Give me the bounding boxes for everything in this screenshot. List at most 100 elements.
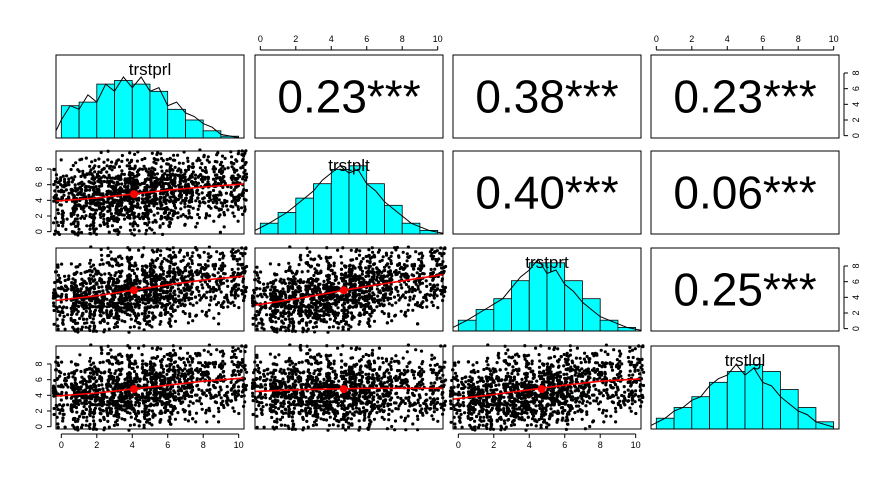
data-point bbox=[412, 294, 416, 298]
data-point bbox=[117, 301, 121, 305]
data-point bbox=[76, 327, 80, 331]
data-point bbox=[128, 167, 132, 171]
data-point bbox=[172, 203, 176, 207]
data-point bbox=[183, 202, 187, 206]
data-point bbox=[102, 166, 106, 170]
data-point bbox=[220, 266, 224, 270]
data-point bbox=[417, 252, 421, 256]
data-point bbox=[123, 377, 127, 381]
data-point bbox=[351, 300, 355, 304]
data-point bbox=[155, 288, 159, 292]
data-point bbox=[150, 185, 154, 189]
data-point bbox=[438, 263, 442, 267]
data-point bbox=[277, 316, 281, 321]
data-point bbox=[101, 214, 105, 218]
data-point bbox=[110, 196, 114, 200]
data-point bbox=[117, 285, 121, 289]
data-point bbox=[213, 173, 218, 177]
data-point bbox=[434, 257, 438, 262]
data-point bbox=[144, 290, 148, 294]
data-point bbox=[400, 286, 404, 290]
data-point bbox=[232, 303, 236, 308]
data-point bbox=[169, 164, 173, 168]
data-point bbox=[169, 288, 173, 292]
data-point bbox=[100, 209, 104, 213]
data-point bbox=[215, 153, 219, 157]
data-point bbox=[209, 295, 213, 299]
data-point bbox=[122, 189, 126, 193]
data-point bbox=[151, 268, 155, 272]
data-point bbox=[326, 301, 331, 305]
data-point bbox=[337, 281, 341, 285]
data-point bbox=[152, 167, 156, 171]
data-point bbox=[418, 303, 422, 307]
data-point bbox=[89, 265, 93, 269]
data-point bbox=[342, 309, 346, 313]
data-point bbox=[353, 292, 357, 296]
data-point bbox=[377, 290, 381, 294]
data-point bbox=[77, 227, 81, 231]
data-point bbox=[334, 277, 338, 281]
data-point bbox=[257, 276, 261, 280]
data-point bbox=[115, 216, 119, 220]
data-point bbox=[185, 190, 189, 194]
data-point bbox=[314, 305, 318, 309]
data-point bbox=[196, 207, 200, 211]
data-point bbox=[219, 193, 223, 197]
data-point bbox=[131, 224, 135, 228]
data-point bbox=[357, 277, 361, 282]
data-point bbox=[195, 221, 199, 225]
data-point bbox=[109, 312, 113, 316]
data-point bbox=[397, 255, 401, 259]
data-point bbox=[135, 180, 139, 184]
data-point bbox=[233, 170, 237, 174]
data-point bbox=[345, 308, 349, 312]
data-point bbox=[306, 304, 310, 308]
data-point bbox=[137, 248, 141, 252]
data-point bbox=[59, 176, 63, 180]
data-point bbox=[147, 217, 151, 221]
data-point bbox=[363, 310, 367, 314]
data-point bbox=[389, 287, 394, 291]
data-point bbox=[52, 182, 56, 187]
data-point bbox=[197, 204, 201, 208]
data-point bbox=[88, 273, 93, 277]
data-point bbox=[364, 274, 368, 278]
data-point bbox=[135, 277, 139, 281]
data-point bbox=[306, 269, 310, 273]
data-point bbox=[207, 204, 211, 208]
data-point bbox=[387, 265, 391, 269]
data-point bbox=[172, 194, 176, 198]
data-point bbox=[310, 305, 315, 309]
data-point bbox=[413, 287, 417, 292]
data-point bbox=[310, 289, 315, 293]
data-point bbox=[98, 193, 102, 197]
data-point bbox=[368, 305, 373, 309]
data-point bbox=[194, 199, 198, 203]
data-point bbox=[167, 184, 172, 188]
data-point bbox=[79, 230, 84, 235]
data-point bbox=[174, 206, 178, 210]
data-point bbox=[100, 299, 104, 303]
data-point bbox=[335, 312, 339, 316]
data-point bbox=[152, 403, 156, 407]
data-point bbox=[342, 278, 346, 282]
data-point bbox=[351, 305, 355, 309]
data-point bbox=[152, 204, 156, 208]
data-point bbox=[168, 274, 172, 278]
data-point bbox=[162, 257, 166, 261]
data-point bbox=[98, 213, 102, 217]
data-point bbox=[381, 255, 385, 259]
data-point bbox=[287, 317, 291, 321]
data-point bbox=[193, 270, 198, 274]
data-point bbox=[161, 222, 165, 226]
data-point bbox=[61, 217, 65, 221]
data-point bbox=[226, 284, 230, 288]
data-point bbox=[165, 274, 169, 278]
data-point bbox=[109, 212, 113, 216]
data-point bbox=[198, 158, 202, 162]
data-point bbox=[108, 276, 112, 281]
data-point bbox=[423, 293, 427, 297]
data-point bbox=[212, 297, 216, 301]
data-point bbox=[177, 294, 181, 298]
